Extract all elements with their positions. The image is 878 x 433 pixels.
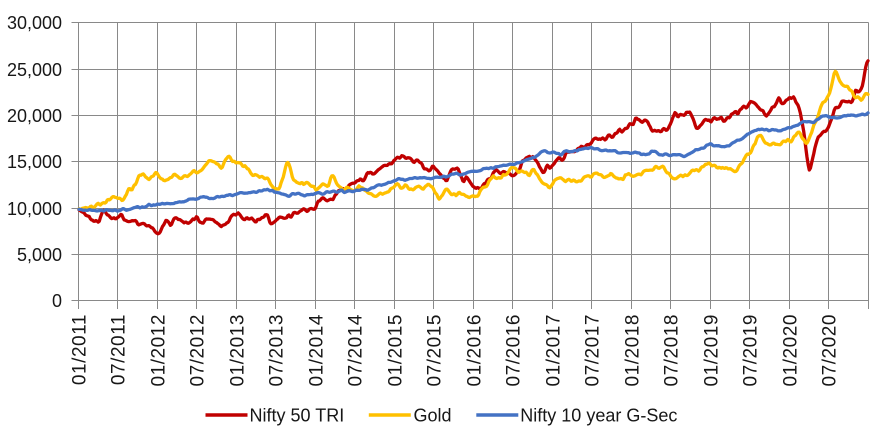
- svg-text:01/2016: 01/2016: [465, 314, 486, 387]
- svg-text:01/2018: 01/2018: [623, 314, 644, 387]
- svg-text:Nifty 10 year G-Sec: Nifty 10 year G-Sec: [520, 406, 677, 426]
- svg-text:25,000: 25,000: [7, 60, 62, 80]
- svg-text:07/2012: 07/2012: [188, 314, 209, 387]
- svg-text:Gold: Gold: [414, 406, 452, 426]
- svg-text:5,000: 5,000: [17, 245, 62, 265]
- svg-text:07/2017: 07/2017: [583, 314, 604, 387]
- svg-text:01/2013: 01/2013: [228, 314, 249, 387]
- svg-text:30,000: 30,000: [7, 13, 62, 33]
- svg-text:07/2013: 07/2013: [267, 314, 288, 387]
- svg-text:01/2019: 01/2019: [702, 314, 723, 387]
- svg-text:07/2011: 07/2011: [109, 314, 130, 385]
- svg-text:07/2016: 07/2016: [504, 314, 525, 387]
- svg-text:07/2015: 07/2015: [425, 314, 446, 387]
- svg-text:07/2019: 07/2019: [741, 314, 762, 387]
- svg-text:07/2018: 07/2018: [662, 314, 683, 387]
- svg-text:01/2014: 01/2014: [307, 314, 328, 387]
- svg-text:01/2012: 01/2012: [149, 314, 170, 387]
- svg-text:10,000: 10,000: [7, 199, 62, 219]
- svg-text:07/2014: 07/2014: [346, 314, 367, 387]
- svg-text:01/2011: 01/2011: [70, 314, 91, 385]
- svg-text:01/2020: 01/2020: [781, 314, 802, 387]
- svg-text:20,000: 20,000: [7, 106, 62, 126]
- svg-text:15,000: 15,000: [7, 152, 62, 172]
- svg-text:0: 0: [52, 291, 62, 311]
- svg-text:Nifty 50 TRI: Nifty 50 TRI: [250, 406, 345, 426]
- svg-text:07/2020: 07/2020: [820, 314, 841, 387]
- svg-text:01/2015: 01/2015: [386, 314, 407, 387]
- svg-text:01/2017: 01/2017: [544, 314, 565, 387]
